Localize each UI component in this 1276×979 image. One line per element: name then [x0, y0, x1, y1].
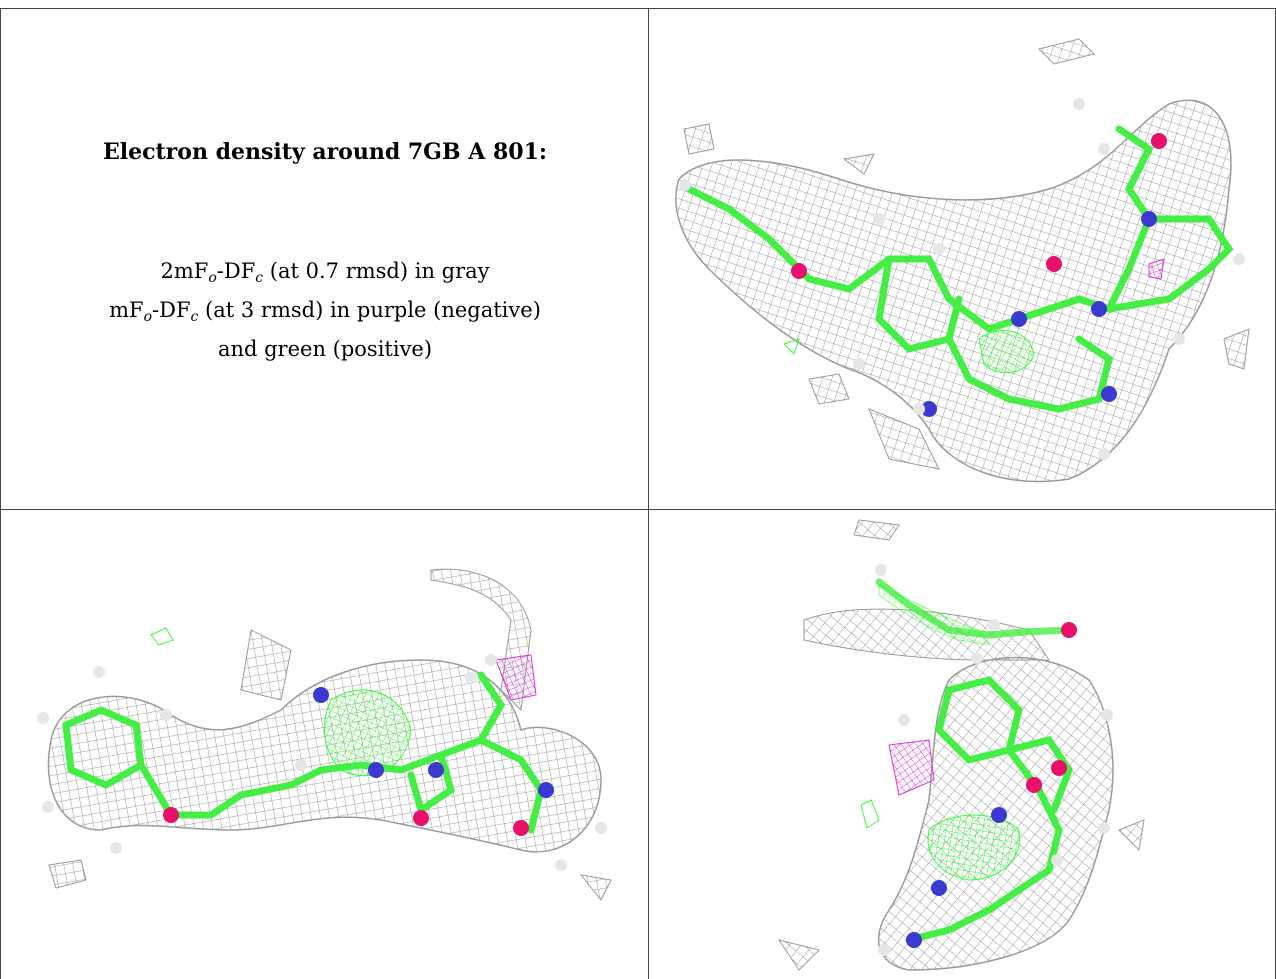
gray-density-mesh — [675, 38, 1250, 483]
purple-negative-density — [1148, 258, 1165, 280]
density-view-top-right — [649, 9, 1275, 509]
ball-and-stick-model — [875, 564, 1113, 956]
purple-negative-density — [888, 739, 935, 796]
rule-middle — [0, 509, 1276, 510]
purple-negative-density — [495, 654, 537, 701]
legend-text: -DF — [152, 298, 191, 322]
molecule-render-1 — [675, 38, 1250, 483]
caption-legend: 2mFo-DFc (at 0.7 rmsd) in gray mFo-DFc (… — [1, 255, 648, 365]
rule-top — [0, 8, 1276, 9]
green-positive-density — [783, 330, 1035, 374]
legend-text: -DF — [216, 259, 256, 283]
legend-line-colors: and green (positive) — [217, 337, 433, 361]
molecule-render-2 — [37, 568, 612, 901]
density-view-bottom-right — [649, 510, 1275, 979]
gray-density-mesh — [777, 519, 1145, 971]
legend-text: (at 0.7 rmsd) in gray — [263, 259, 490, 283]
legend-sub: c — [255, 270, 264, 286]
legend-line-gray: 2mFo-DFc (at 0.7 rmsd) in gray — [1, 255, 648, 294]
density-view-bottom-left — [1, 510, 648, 979]
legend-text: (at 3 rmsd) in purple (negative) — [198, 298, 541, 322]
ball-and-stick-model — [679, 98, 1245, 460]
rule-left — [0, 8, 1, 979]
rule-center — [648, 8, 649, 979]
caption-cell: Electron density around 7GB A 801: 2mFo-… — [1, 9, 648, 509]
legend-line-diff: mFo-DFc (at 3 rmsd) in purple (negative) — [1, 294, 648, 333]
caption-title: Electron density around 7GB A 801: — [103, 139, 547, 165]
molecule-render-3 — [777, 519, 1145, 971]
legend-sub: c — [190, 309, 199, 325]
legend-text: mF — [109, 298, 144, 322]
ball-and-stick-model — [37, 654, 607, 871]
legend-sub: o — [143, 309, 153, 325]
legend-text: 2mF — [160, 259, 209, 283]
legend-sub: o — [208, 270, 217, 286]
